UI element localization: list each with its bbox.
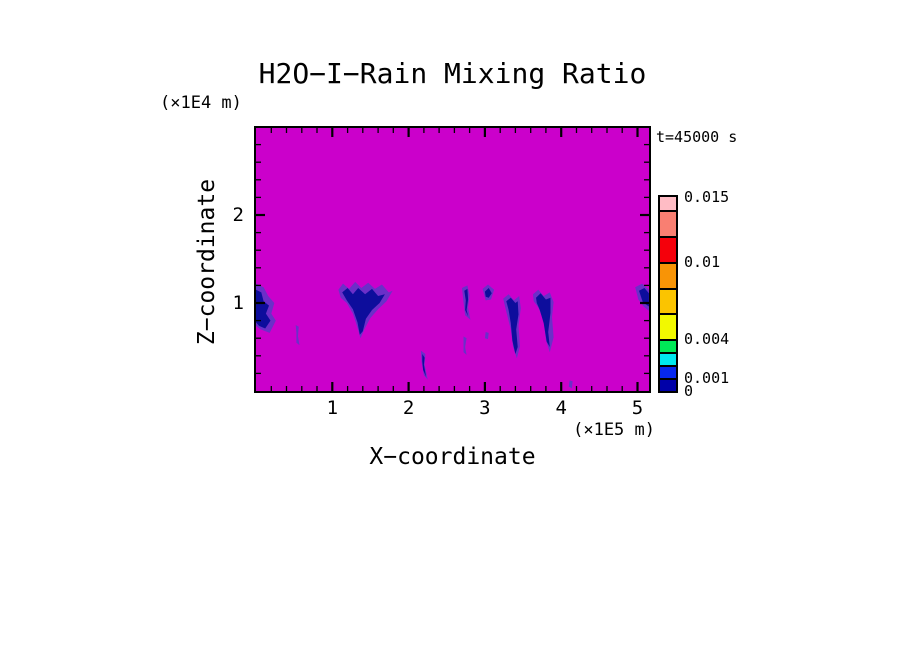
figure-title: H2O−I−Rain Mixing Ratio	[258, 57, 647, 90]
colorbar-tick-label: 0.001	[684, 369, 730, 388]
rain-streak-x2.2	[422, 354, 427, 377]
x-axis-title: X−coordinate	[369, 444, 536, 470]
rain-blob-x3.05	[484, 288, 492, 298]
colorbar-segment	[660, 209, 676, 236]
x-tick-label: 5	[631, 397, 644, 419]
colorbar-segment	[660, 197, 676, 210]
rain-shaft-right-edge	[639, 288, 649, 307]
colorbar-segment	[660, 352, 676, 366]
colorbar-segment	[660, 313, 676, 340]
x-tick-label: 3	[479, 397, 491, 419]
colorbar-tick-label: 0.01	[684, 252, 721, 271]
z-axis-unit-label: (×1E4 m)	[160, 93, 242, 113]
rain-shaft-x3.4	[506, 297, 519, 354]
x-tick-label: 4	[555, 397, 567, 419]
rain-speck-x4.13-fringe	[568, 380, 573, 389]
rain-wisps-x0.5-fringe	[295, 325, 300, 346]
rain-wisps-x2.75-low-fringe	[463, 336, 467, 355]
colorbar-tick-label: 0	[684, 382, 694, 400]
heatmap-plot-area	[254, 126, 651, 393]
rain-shaft-left-edge	[256, 289, 271, 329]
rain-streak-x2.75	[464, 288, 469, 317]
heatmap-svg	[256, 128, 649, 391]
x-tick-label: 1	[326, 397, 339, 419]
colorbar	[658, 195, 678, 393]
colorbar-segment	[660, 287, 676, 314]
x-tick-label: 2	[402, 397, 415, 419]
colorbar-segment	[660, 365, 676, 379]
colorbar-segment	[660, 378, 676, 391]
field-background	[256, 128, 649, 391]
colorbar-segment	[660, 235, 676, 262]
rain-speck-x3.03-fringe	[484, 332, 489, 340]
colorbar-tick-label: 0.015	[684, 188, 730, 206]
z-axis-title: Z−coordinate	[194, 178, 220, 346]
rain-shaft-x3.8	[536, 293, 551, 347]
z-tick-label: 2	[232, 204, 244, 226]
rain-shaft-v	[342, 288, 385, 335]
colorbar-segment	[660, 339, 676, 353]
x-axis-unit-label: (×1E5 m)	[573, 420, 655, 440]
z-tick-label: 1	[232, 292, 244, 314]
time-label: t=45000 s	[656, 128, 738, 146]
colorbar-segment	[660, 261, 676, 288]
colorbar-tick-label: 0.004	[684, 330, 730, 349]
